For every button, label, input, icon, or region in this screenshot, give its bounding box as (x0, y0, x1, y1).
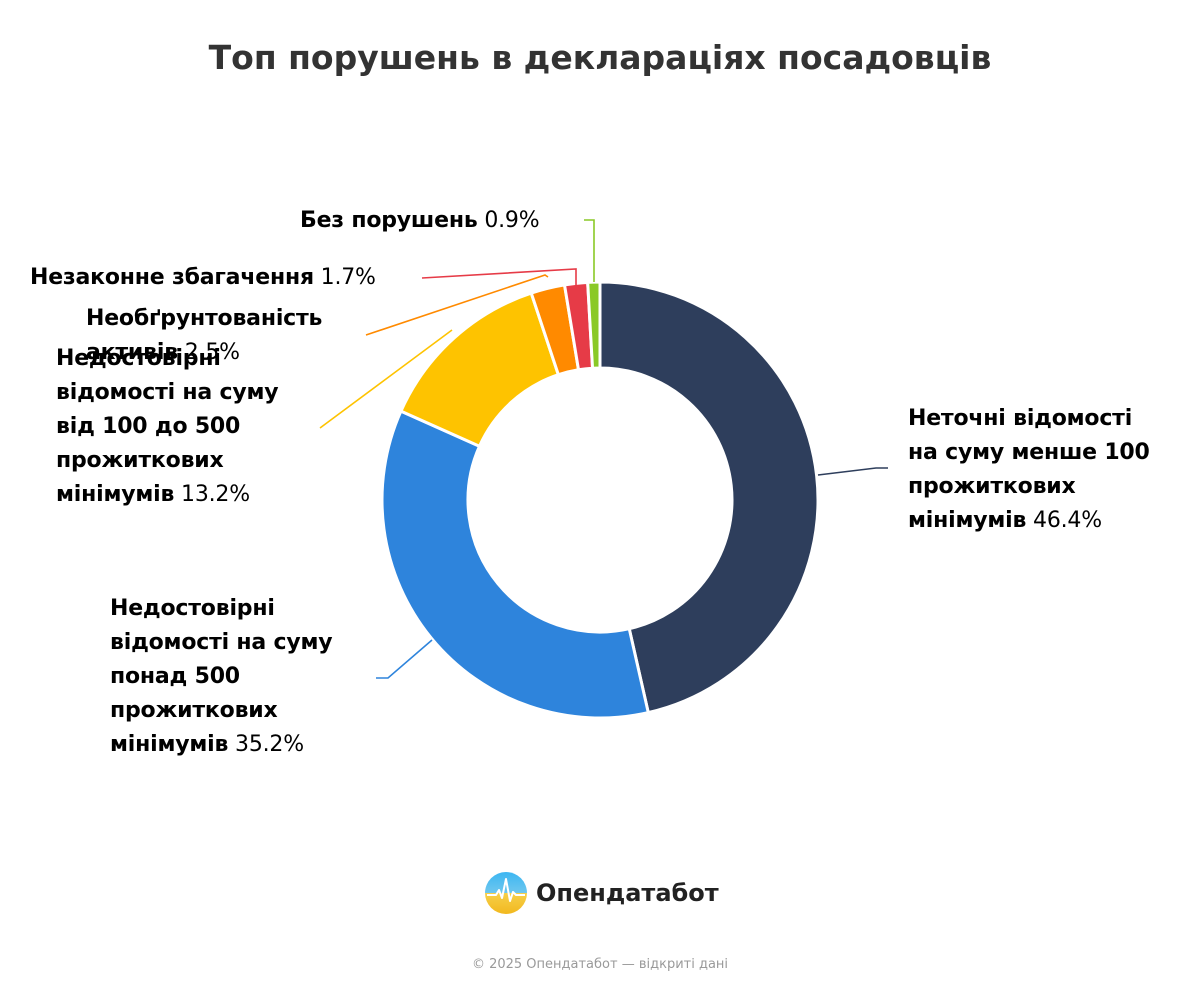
leader-line-0 (817, 467, 888, 476)
donut-slice-1[interactable] (380, 409, 650, 720)
donut-slice-0[interactable] (598, 280, 820, 715)
brand-logo: Опендатабот (484, 870, 719, 916)
slice-label-1: Недостовірні відомості на суму понад 500… (110, 596, 333, 757)
slice-label-2: Недостовірні відомості на суму від 100 д… (56, 346, 279, 507)
leader-line-1 (376, 639, 433, 679)
slice-label-0: Неточні відомості на суму менше 100 прож… (908, 406, 1150, 533)
footer-copyright: © 2025 Опендатабот — відкриті дані (471, 957, 729, 972)
slice-label-5: Без порушень 0.9% (300, 208, 540, 233)
slice-label-4: Незаконне збагачення 1.7% (30, 265, 376, 290)
slice-label-3: Необґрунтованість активів 2.5% (86, 306, 323, 365)
donut-slice-5[interactable] (586, 280, 602, 370)
leader-line-4 (421, 268, 577, 285)
leader-line-3 (365, 274, 549, 336)
opendatabot-logo-icon (485, 872, 527, 914)
chart-title: Топ порушень в деклараціях посадовців (208, 38, 992, 77)
leader-line-2 (319, 329, 453, 429)
brand-name: Опендатабот (536, 879, 719, 907)
leader-line-5 (584, 219, 595, 282)
